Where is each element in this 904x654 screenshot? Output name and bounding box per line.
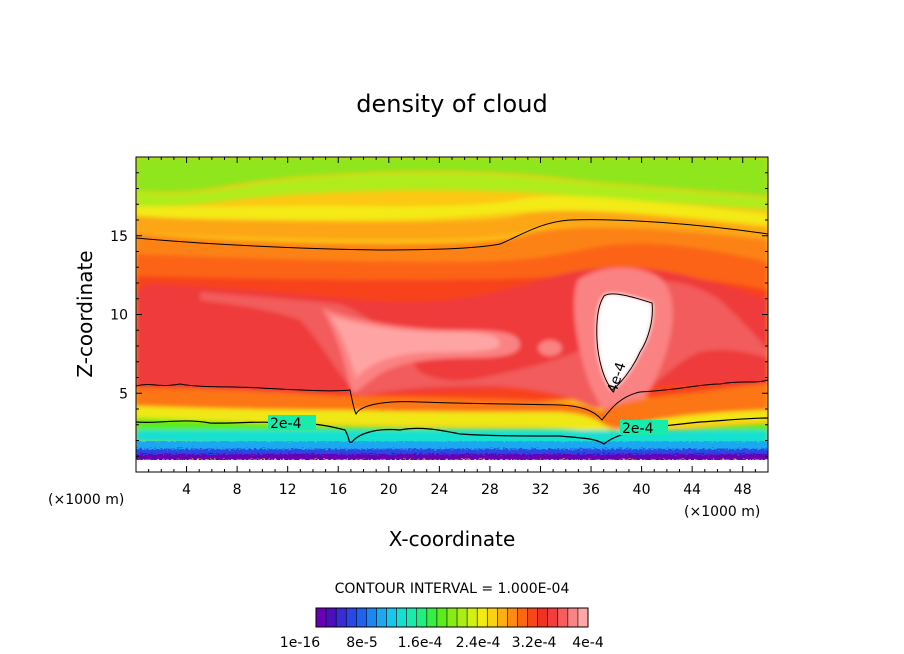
band-deepblue-low [136,449,768,456]
colorbar-label: 8e-5 [346,635,377,651]
colorbar-label: 1e-16 [280,635,320,651]
colorbar-swatch [356,608,367,627]
colorbar-swatch [426,608,438,627]
peak-region [596,293,653,390]
colorbar-swatch [537,608,549,627]
contour-label-box-1 [268,415,316,430]
colorbar-label: 4e-4 [572,635,604,651]
contour-interval: CONTOUR INTERVAL = 1.000E-04 [335,581,570,597]
colorbar-swatch [446,608,458,627]
x-tick-label: 16 [329,482,347,498]
inner-lightpink [330,316,500,378]
band-purple-low [136,454,768,460]
colorbar-swatch [507,608,518,627]
x-ticks: 4 8 12 16 20 24 28 32 36 40 44 48 [148,157,756,498]
x-tick-label: 36 [582,482,600,498]
x-tick-label: 4 [182,482,191,498]
x-tick-label: 40 [633,482,651,498]
colorbar-labels: 1e-16 8e-5 1.6e-4 2.4e-4 3.2e-4 4e-4 [280,635,604,651]
colorbar-swatch [467,608,478,627]
contour-label-box-2 [620,420,668,435]
x-tick-label: 28 [481,482,499,498]
colorbar-swatch [376,608,387,627]
y-tick-label: 5 [119,386,128,402]
colorbar-swatch [416,608,428,627]
colorbar-label: 2.4e-4 [456,635,501,651]
colorbar-swatch [386,608,397,627]
colorbar-swatch [577,608,589,627]
x-tick-label: 44 [683,482,701,498]
x-tick-label: 8 [233,482,242,498]
colorbar-swatch [557,608,569,627]
colorbar-swatch [477,608,488,627]
y-tick-label: 10 [110,308,128,324]
colorbar-swatch [396,608,407,627]
colorbar-swatch [517,608,528,627]
colorbar-swatch [527,608,538,627]
colorbar [315,607,589,628]
x-tick-label: 20 [380,482,398,498]
colorbar-swatch [457,608,468,627]
contour-line-1 [136,219,768,251]
contour-line-4 [596,293,653,391]
small-pink-blob [538,340,562,356]
x-axis-label: X-coordinate [389,527,516,551]
colorbar-swatch [326,608,337,627]
band-orange-1 [136,210,768,240]
band-yellow [136,196,768,225]
x-tick-label: 48 [734,482,752,498]
band-yellow-low [136,406,768,438]
colorbar-swatch [316,608,327,627]
y-ticks: 5 10 15 [110,172,768,457]
colorbar-label: 3.2e-4 [512,635,557,651]
x-tick-label: 12 [279,482,297,498]
colorbar-swatch [336,608,347,627]
y-axis-label: Z-coordinate [73,250,97,377]
top-band-lightgreen [136,173,768,210]
x-unit-right: (×1000 m) [684,504,760,520]
x-tick-label: 24 [430,482,448,498]
contour-line-2 [136,379,768,421]
top-band-green [136,157,768,196]
colorbar-swatch [567,608,579,627]
bottom-white [136,460,768,472]
colorbar-swatch [497,608,508,627]
colorbar-swatch [366,608,377,627]
x-unit-left: (×1000 m) [48,492,124,508]
chart-title: density of cloud [356,90,547,118]
colorbar-swatch [547,608,559,627]
contour-label-1: 2e-4 [270,416,302,432]
y-tick-label: 15 [110,229,128,245]
colorbar-swatch [346,608,357,627]
colorbar-swatch [406,608,418,627]
colorbar-label: 1.6e-4 [398,635,443,651]
band-orange-red [136,243,768,290]
plot-area: 2e-4 2e-4 4e-4 [136,157,768,472]
colorbar-swatch [487,608,498,627]
contour-label-2: 2e-4 [622,421,654,437]
x-tick-label: 32 [532,482,550,498]
band-orange-low [136,384,768,430]
colorbar-frame [315,607,589,628]
colorbar-swatch [436,608,448,627]
band-blue-low [136,441,768,451]
